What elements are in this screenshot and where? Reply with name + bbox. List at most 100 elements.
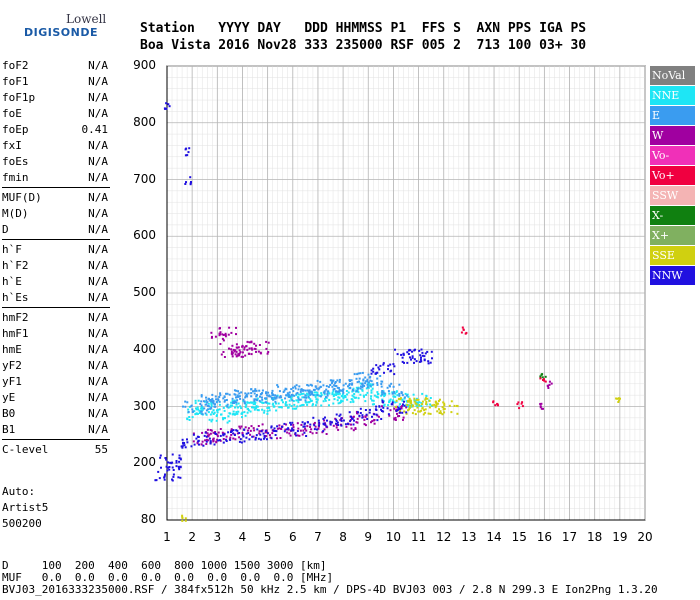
data-point	[228, 326, 231, 329]
data-point	[198, 409, 201, 412]
param-name: h`F	[2, 243, 22, 256]
data-point	[244, 354, 247, 357]
data-point	[314, 425, 317, 428]
data-point	[209, 429, 212, 431]
data-point	[305, 435, 308, 437]
data-point	[304, 394, 307, 397]
data-point	[331, 391, 334, 394]
data-point	[439, 398, 441, 401]
data-point	[230, 350, 233, 353]
param-name: foE	[2, 107, 22, 120]
data-point	[342, 388, 345, 391]
x-tick-label: 6	[288, 530, 297, 544]
data-point	[346, 393, 348, 396]
data-point	[364, 409, 367, 411]
data-point	[236, 354, 239, 357]
data-point	[418, 360, 421, 363]
data-point	[207, 439, 210, 442]
data-point	[230, 401, 233, 404]
data-point	[238, 352, 241, 355]
data-point	[409, 356, 411, 359]
data-point	[292, 426, 295, 429]
data-point	[427, 412, 430, 415]
data-point	[284, 404, 287, 407]
data-point	[229, 404, 232, 407]
data-point	[315, 387, 318, 390]
data-point	[265, 401, 268, 404]
data-point	[276, 425, 279, 428]
data-point	[348, 382, 351, 385]
data-point	[317, 388, 320, 391]
data-point	[419, 354, 422, 357]
param-row: foF1p N/A	[2, 90, 110, 106]
data-point	[381, 391, 384, 394]
data-point	[407, 395, 410, 398]
data-point	[271, 432, 274, 435]
data-point	[400, 392, 403, 395]
data-point	[376, 377, 379, 380]
data-point	[236, 412, 239, 415]
data-point	[359, 372, 362, 375]
data-point	[375, 409, 378, 411]
data-point	[420, 405, 423, 407]
data-point	[234, 353, 237, 356]
data-point	[382, 400, 385, 403]
data-point	[299, 429, 302, 432]
y-tick-label: 80	[140, 512, 156, 526]
data-point	[158, 477, 161, 480]
data-point	[371, 403, 374, 406]
data-point	[372, 399, 375, 402]
data-point	[274, 434, 277, 436]
data-point	[258, 430, 261, 433]
data-point	[316, 428, 318, 431]
data-point	[178, 460, 181, 463]
data-point	[256, 399, 259, 402]
data-point	[382, 363, 385, 366]
data-point	[289, 434, 292, 437]
data-point	[429, 403, 432, 406]
data-point	[319, 395, 322, 398]
data-point	[425, 403, 428, 405]
data-point	[179, 465, 182, 468]
x-tick-label: 14	[486, 530, 502, 544]
data-point	[304, 399, 307, 402]
data-point	[347, 422, 349, 425]
data-point	[401, 360, 404, 363]
data-point	[336, 421, 339, 424]
legend-entry: X+	[650, 226, 695, 245]
data-point	[234, 438, 237, 441]
data-point	[346, 398, 349, 401]
legend-entry: SSE	[650, 246, 695, 265]
data-point	[276, 384, 279, 387]
data-point	[226, 392, 229, 395]
data-point	[206, 428, 209, 431]
data-point	[358, 414, 361, 417]
param-row: h`E N/A	[2, 274, 110, 290]
data-point	[294, 407, 296, 410]
data-point	[323, 393, 326, 396]
data-point	[421, 407, 424, 410]
data-point	[273, 405, 276, 408]
data-point	[543, 378, 545, 381]
data-point	[205, 399, 208, 402]
data-point	[257, 409, 260, 412]
data-point	[411, 356, 414, 359]
data-point	[357, 387, 359, 390]
data-point	[163, 476, 166, 479]
data-point	[303, 431, 306, 434]
data-point	[254, 436, 257, 439]
data-point	[400, 353, 403, 356]
data-point	[266, 394, 269, 397]
data-point	[251, 435, 254, 438]
data-point	[223, 417, 226, 419]
data-point	[209, 399, 212, 401]
data-point	[241, 411, 244, 414]
data-point	[261, 392, 264, 394]
data-point	[387, 413, 390, 416]
data-point	[362, 394, 365, 397]
data-point	[282, 401, 284, 404]
data-point	[183, 444, 186, 447]
data-point	[316, 379, 319, 382]
data-point	[290, 388, 293, 391]
legend-entry: SSW	[650, 186, 695, 205]
